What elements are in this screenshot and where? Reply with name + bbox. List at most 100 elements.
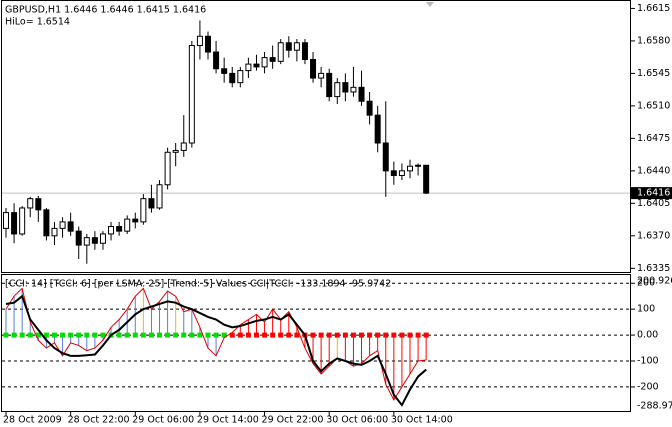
trend-dot	[326, 332, 332, 338]
trend-dot	[140, 332, 146, 338]
trend-dot	[229, 332, 235, 338]
x-tick-label: 29 Oct 14:00	[197, 415, 259, 426]
candle-body	[51, 227, 58, 237]
y-tick-label: 1.6510	[637, 100, 670, 111]
trend-dot	[197, 332, 203, 338]
y-tick-label: 200	[637, 278, 655, 289]
candle-body	[407, 165, 413, 172]
trend-dot	[367, 332, 373, 338]
y-tick-label: -200	[637, 381, 659, 392]
current-price-label: 1.6416	[637, 188, 670, 199]
trend-dot	[342, 332, 348, 338]
candle-body	[423, 164, 430, 194]
candle-body	[221, 68, 228, 74]
candle-body	[398, 170, 405, 176]
candle-body	[245, 63, 252, 72]
trend-dot	[43, 332, 49, 338]
candle-body	[253, 63, 260, 68]
candle-body	[301, 42, 308, 60]
trend-dot	[334, 332, 340, 338]
candle-body	[390, 170, 397, 176]
y-tick-label: 1.6370	[637, 230, 670, 241]
indicator-panel-frame	[1, 274, 631, 412]
x-tick-label: 30 Oct 14:00	[391, 415, 453, 426]
candle-body	[350, 86, 357, 93]
candle-body	[67, 221, 74, 232]
candle-body	[229, 72, 236, 84]
trend-dot	[157, 332, 163, 338]
candle-body	[116, 226, 123, 232]
candle-body	[180, 142, 187, 151]
candle-body	[27, 198, 34, 209]
trend-dot	[350, 332, 356, 338]
candle-body	[172, 149, 179, 153]
candle-body	[188, 45, 195, 144]
trend-dot	[375, 332, 381, 338]
trend-dot	[245, 332, 251, 338]
candle-body	[148, 198, 155, 209]
candle-body	[205, 35, 211, 53]
y-min-label: -288.975	[637, 401, 672, 412]
trend-dot	[35, 332, 41, 338]
trend-dot	[84, 332, 90, 338]
trend-dot	[132, 332, 138, 338]
candle-body	[366, 100, 373, 116]
candle-body	[326, 72, 333, 98]
y-tick-label: 1.6615	[637, 3, 670, 14]
main-panel-frame	[1, 0, 631, 273]
y-tick-label: 1.6475	[637, 133, 670, 144]
shift-marker	[426, 2, 434, 7]
current-price-box	[631, 187, 672, 200]
trend-dot	[383, 332, 389, 338]
x-tick-label: 29 Oct 06:00	[132, 415, 194, 426]
candle-body	[83, 237, 90, 246]
trend-dot	[270, 332, 276, 338]
candle-body	[132, 218, 139, 223]
trend-dot	[148, 332, 154, 338]
trend-dot	[399, 332, 405, 338]
trend-dot	[51, 332, 57, 338]
y-tick-label: 1.6440	[637, 165, 670, 176]
trend-dot	[221, 332, 227, 338]
candle-body	[358, 86, 365, 102]
x-tick-label: 28 Oct 22:00	[68, 415, 130, 426]
x-tick-label: 30 Oct 06:00	[326, 415, 388, 426]
candle-body	[43, 209, 50, 237]
candle-body	[75, 230, 82, 246]
trend-dot	[189, 332, 195, 338]
candle-body	[261, 57, 268, 68]
trend-dot	[286, 332, 292, 338]
candle-body	[342, 82, 349, 93]
candle-body	[3, 212, 9, 229]
trend-dot	[294, 332, 300, 338]
candle-body	[156, 184, 163, 209]
candle-body	[59, 221, 66, 229]
trend-dot	[124, 332, 130, 338]
candle-body	[124, 218, 131, 232]
indicator-title: [CCI: 14] [TCCI: 6] [per LSMA: 25] [Tren…	[5, 279, 391, 290]
candle-body	[415, 164, 422, 167]
candle-body	[19, 207, 26, 235]
y-tick-label: 1.6405	[637, 198, 670, 209]
candle-body	[277, 42, 284, 62]
trend-dot	[423, 332, 429, 338]
trend-dot	[76, 332, 82, 338]
candle-body	[293, 42, 300, 51]
x-tick-label: 29 Oct 22:00	[262, 415, 324, 426]
y-max-label: 200.9267	[637, 276, 672, 287]
trend-dot	[165, 332, 171, 338]
trend-dot	[318, 332, 324, 338]
trend-dot	[278, 332, 284, 338]
candle-body	[99, 233, 106, 244]
trend-dot	[173, 332, 179, 338]
x-tick-label: 28 Oct 2009	[3, 415, 62, 426]
trend-dot	[310, 332, 316, 338]
candle-body	[374, 114, 381, 144]
y-tick-label: -100	[637, 356, 659, 367]
candle-body	[318, 72, 325, 79]
candle-body	[285, 42, 292, 51]
trend-dot	[60, 332, 66, 338]
candle-body	[334, 82, 341, 98]
